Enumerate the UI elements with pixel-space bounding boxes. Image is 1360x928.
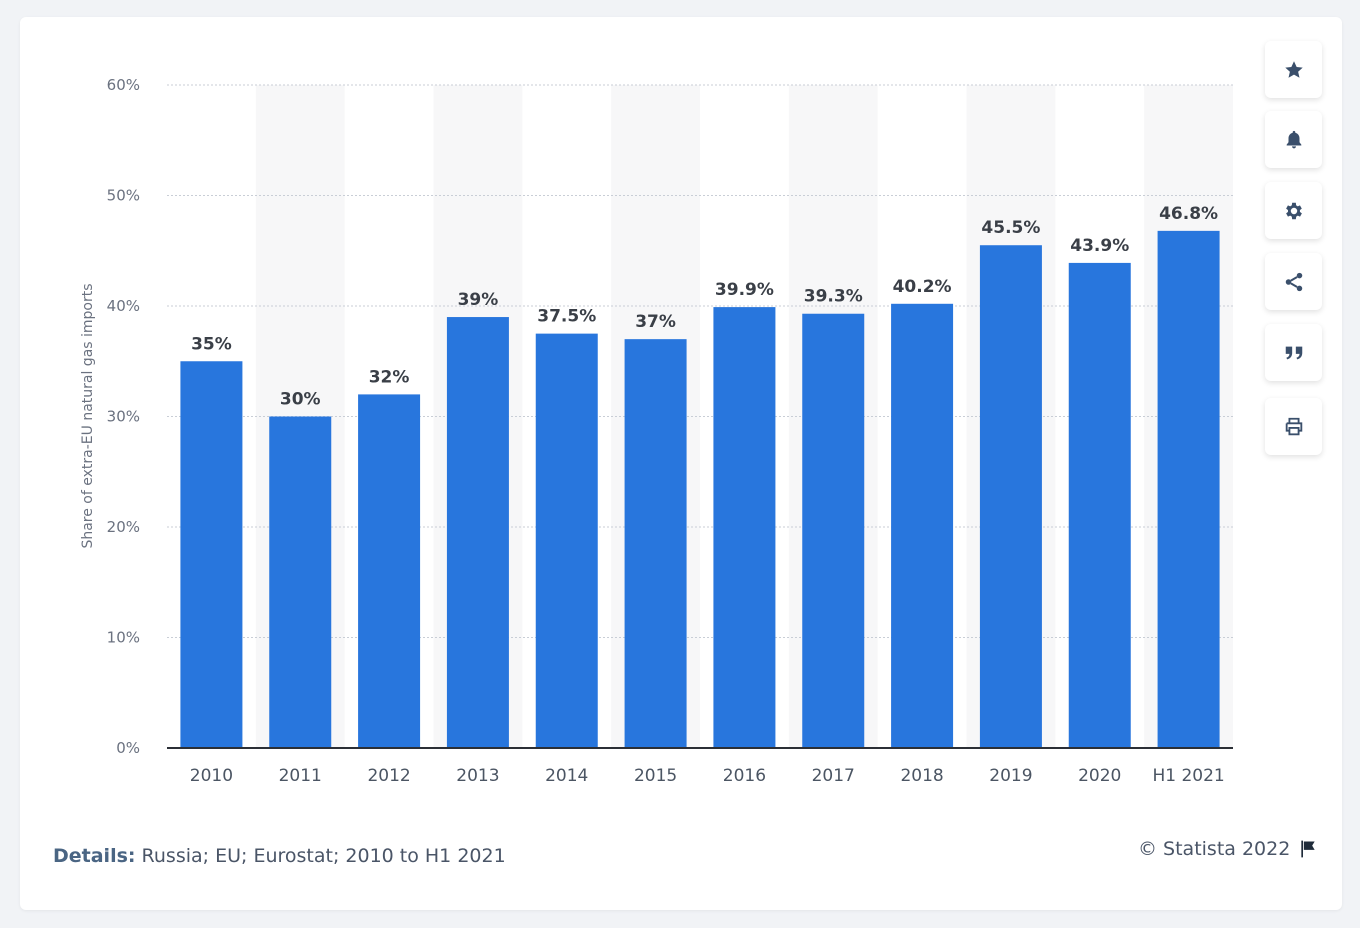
- y-tick-label: 50%: [107, 187, 140, 205]
- x-tick-label: 2015: [634, 766, 677, 786]
- y-tick-label: 40%: [107, 297, 140, 315]
- cite-button[interactable]: [1265, 324, 1322, 381]
- data-label: 39.3%: [804, 287, 863, 307]
- bar: [535, 333, 598, 748]
- bar: [891, 303, 954, 748]
- data-label: 40.2%: [893, 277, 952, 297]
- print-icon: [1285, 417, 1302, 435]
- data-label: 43.9%: [1070, 236, 1129, 256]
- x-tick-label: 2018: [900, 766, 943, 786]
- copyright-text: © Statista 2022: [1138, 838, 1291, 860]
- x-tick-label: 2012: [367, 766, 410, 786]
- data-label: 35%: [191, 334, 232, 354]
- y-tick-label: 0%: [116, 739, 140, 757]
- share-icon: [1285, 272, 1302, 291]
- data-label: 39%: [458, 290, 499, 310]
- notification-button[interactable]: [1265, 111, 1322, 168]
- data-label: 39.9%: [715, 280, 774, 300]
- x-tick-label: H1 2021: [1152, 766, 1224, 786]
- data-label: 46.8%: [1159, 204, 1218, 224]
- bar: [1068, 262, 1131, 748]
- bell-icon: [1286, 130, 1301, 148]
- share-button[interactable]: [1265, 253, 1322, 310]
- details-note: Details: Russia; EU; Eurostat; 2010 to H…: [53, 845, 506, 867]
- bar: [713, 307, 776, 748]
- x-tick-label: 2019: [989, 766, 1032, 786]
- bar: [446, 317, 509, 748]
- bar: [979, 245, 1042, 748]
- x-tick-label: 2016: [723, 766, 766, 786]
- copyright[interactable]: © Statista 2022: [1138, 838, 1318, 860]
- bar: [269, 416, 332, 748]
- y-tick-label: 30%: [107, 408, 140, 426]
- bar: [358, 394, 421, 748]
- y-axis-label: Share of extra-EU natural gas imports: [80, 283, 96, 548]
- star-icon: [1284, 60, 1303, 78]
- data-label: 30%: [280, 390, 321, 410]
- data-label: 37.5%: [537, 307, 596, 327]
- y-tick-label: 60%: [107, 76, 140, 94]
- x-tick-label: 2020: [1078, 766, 1121, 786]
- x-tick-label: 2014: [545, 766, 588, 786]
- bar: [624, 339, 687, 748]
- x-tick-label: 2013: [456, 766, 499, 786]
- bar: [180, 361, 243, 748]
- settings-button[interactable]: [1265, 182, 1322, 239]
- y-tick-label: 10%: [107, 629, 140, 647]
- data-label: 45.5%: [981, 218, 1040, 238]
- print-button[interactable]: [1265, 398, 1322, 455]
- x-tick-label: 2017: [812, 766, 855, 786]
- details-label: Details:: [53, 845, 136, 867]
- x-tick-label: 2010: [190, 766, 233, 786]
- bar: [802, 313, 865, 748]
- data-label: 32%: [369, 367, 410, 387]
- x-tick-label: 2011: [279, 766, 322, 786]
- bar: [1157, 230, 1220, 749]
- y-tick-label: 20%: [107, 518, 140, 536]
- data-label: 37%: [635, 312, 676, 332]
- details-text: Russia; EU; Eurostat; 2010 to H1 2021: [135, 845, 506, 867]
- quote-icon: [1285, 346, 1302, 359]
- favorite-button[interactable]: [1265, 41, 1322, 98]
- flag-icon[interactable]: [1298, 839, 1318, 859]
- gear-icon: [1285, 202, 1302, 219]
